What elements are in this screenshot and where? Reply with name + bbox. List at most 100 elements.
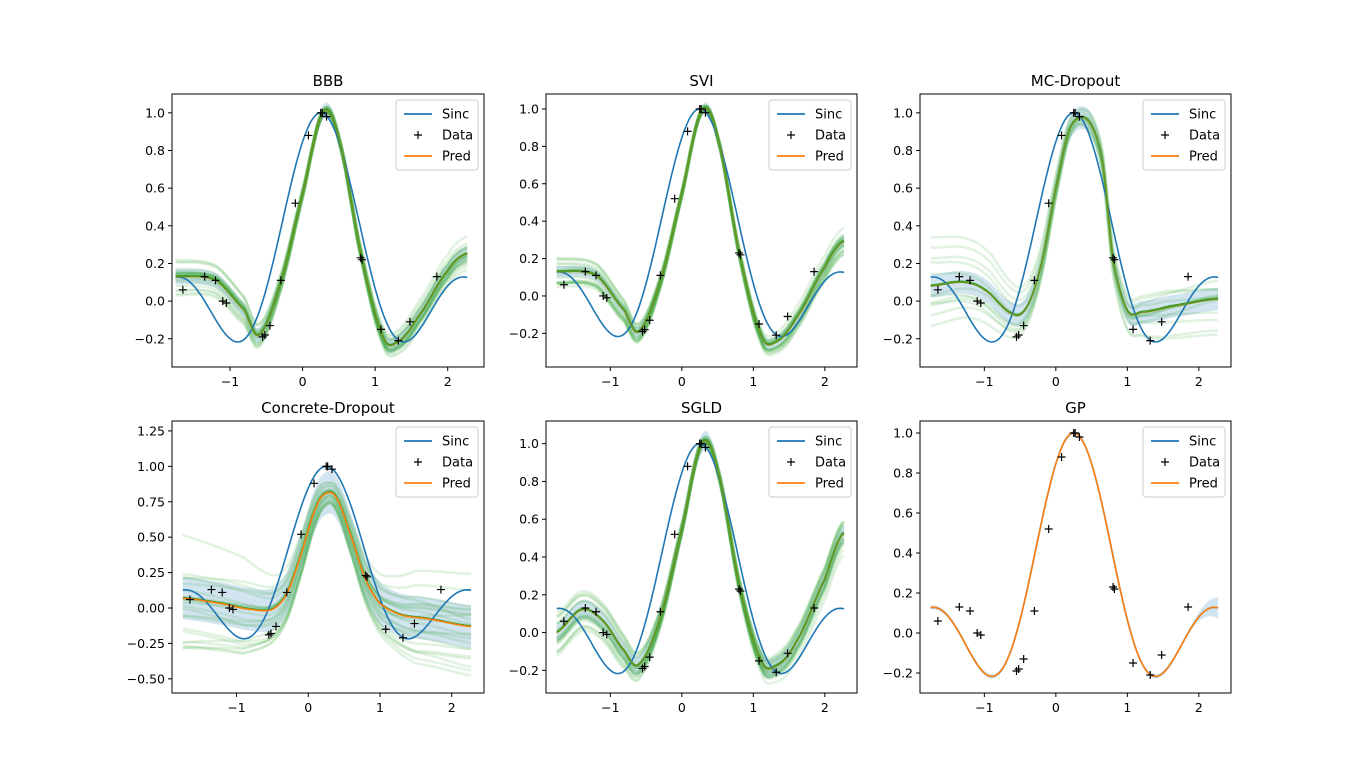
data-point (1129, 659, 1138, 667)
y-tick-label: 0.4 (519, 550, 539, 565)
subplot-title: GP (1065, 399, 1086, 417)
data-point (955, 272, 964, 281)
legend-label-sinc: Sinc (1189, 435, 1216, 450)
y-tick-label: 0.8 (893, 466, 913, 481)
legend-label-sinc: Sinc (815, 435, 842, 450)
sample-curve (556, 109, 845, 355)
data-point (976, 298, 985, 307)
data-point (559, 617, 568, 626)
y-tick-label: 0.2 (519, 587, 539, 602)
data-point (1057, 453, 1066, 461)
y-tick-label: 1.0 (893, 426, 913, 441)
data-point (398, 633, 407, 642)
data-point (260, 330, 269, 339)
y-tick-label: 0.6 (519, 176, 539, 191)
subplot-svi: −1 0 1 2 −0.2 0.0 0.2 0.4 0.6 0.8 1.0 SVI Sinc Data Pr… (509, 72, 858, 389)
y-tick-label: −0.2 (135, 331, 165, 346)
data-point (973, 297, 982, 306)
y-tick-label: 0.6 (145, 181, 165, 196)
subplot-gp: −1 0 1 2 −0.2 0.0 0.2 0.4 0.6 0.8 1.0 GP Sinc Data Pre… (883, 399, 1232, 715)
sample-curve (175, 104, 468, 338)
data-point (933, 285, 942, 294)
sample-curve (556, 108, 845, 352)
legend-label-pred: Pred (1189, 150, 1218, 165)
y-tick-label: 0.0 (519, 625, 539, 640)
data-point (185, 595, 194, 604)
plot-area (930, 106, 1219, 345)
data-point (218, 588, 227, 597)
x-tick-label: 1 (1123, 700, 1131, 715)
data-point (736, 587, 745, 595)
x-tick-label: −1 (601, 374, 619, 389)
y-tick-label: 0.8 (519, 474, 539, 489)
y-tick-label: 1.25 (137, 423, 165, 438)
axes-frame (919, 93, 1232, 368)
y-tick-label: 0.0 (519, 288, 539, 303)
data-point (697, 104, 706, 113)
subplot-sgld: −1 0 1 2 −0.2 0.0 0.2 0.4 0.6 0.8 1.0 SGLD Sinc Data P… (509, 399, 858, 715)
data-point (394, 336, 403, 345)
y-tick-label: 0.0 (893, 294, 913, 309)
legend-box (768, 99, 852, 171)
axes-frame (171, 420, 485, 694)
data-point (1109, 583, 1118, 591)
x-tick-label: 2 (821, 700, 829, 715)
sample-curve (175, 111, 468, 355)
data-point (1075, 433, 1084, 441)
data-point (670, 194, 679, 203)
data-point (310, 479, 319, 488)
data-point (410, 619, 419, 628)
legend-label-sinc: Sinc (442, 435, 469, 450)
sample-curve (930, 123, 1219, 339)
data-point (599, 291, 608, 300)
x-tick-label: 1 (1123, 374, 1131, 389)
legend-box (395, 99, 479, 171)
data-point (701, 108, 710, 117)
data-point (973, 629, 982, 637)
sample-curve (182, 489, 472, 612)
data-point (755, 319, 764, 328)
y-tick-label: −0.2 (509, 326, 539, 341)
axes-frame (171, 93, 485, 368)
sample-curve (182, 498, 472, 651)
data-point (1146, 671, 1155, 679)
data-point (225, 604, 234, 612)
plot-area (556, 431, 845, 685)
data-point (356, 253, 365, 262)
data-point (599, 628, 608, 637)
legend-label-sinc: Sinc (1189, 108, 1216, 123)
data-point (697, 439, 706, 448)
sample-curve (930, 118, 1219, 327)
data-point (327, 465, 336, 474)
x-tick-label: 1 (371, 374, 379, 389)
y-tick-label: −0.25 (127, 636, 165, 651)
x-tick-label: 0 (678, 374, 686, 389)
data-point (323, 462, 332, 471)
legend-box (768, 426, 852, 498)
y-tick-label: 0.75 (137, 494, 165, 509)
data-point (683, 462, 692, 471)
data-point (966, 276, 975, 285)
y-tick-label: 0.2 (893, 586, 913, 601)
x-tick-label: 2 (444, 374, 452, 389)
data-point (1030, 276, 1039, 285)
sample-curve (182, 488, 472, 611)
x-tick-label: −1 (221, 374, 239, 389)
x-tick-label: −1 (975, 374, 993, 389)
legend: Sinc Data Pred (395, 99, 479, 171)
data-point (432, 272, 441, 281)
plot-area (556, 102, 845, 357)
data-point (1184, 272, 1193, 281)
x-tick-label: 2 (448, 700, 456, 715)
data-point (783, 649, 792, 658)
data-point (1044, 525, 1053, 533)
data-point (810, 604, 819, 612)
data-point (755, 656, 764, 665)
data-point (318, 108, 327, 117)
legend-label-pred: Pred (1189, 477, 1218, 492)
data-point (640, 325, 649, 334)
y-tick-label: 0.8 (519, 139, 539, 154)
x-tick-label: −1 (601, 700, 619, 715)
data-point (276, 276, 285, 285)
y-tick-label: 0.6 (519, 512, 539, 527)
